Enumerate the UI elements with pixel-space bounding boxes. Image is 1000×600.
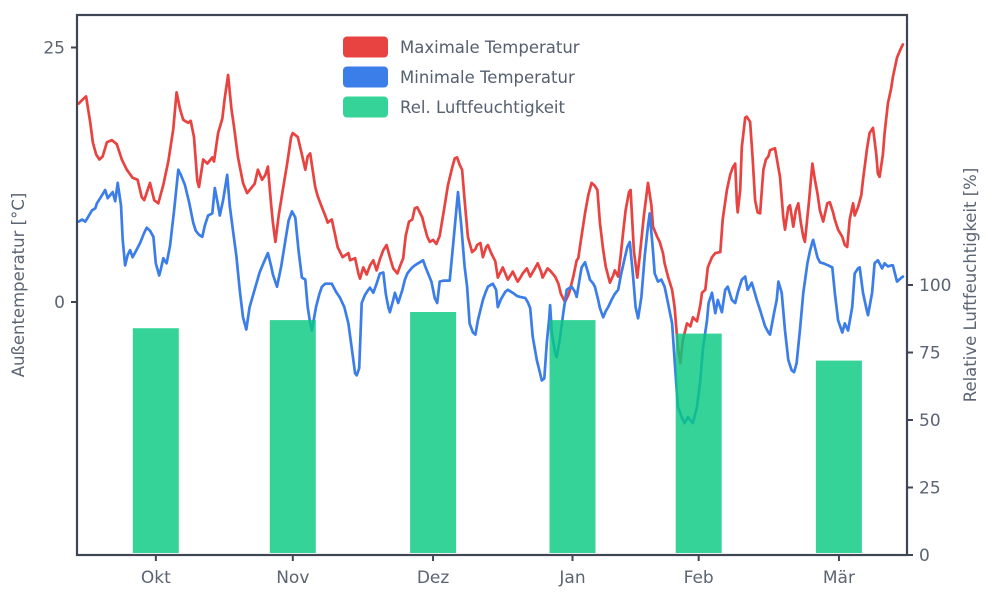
legend: Maximale Temperatur Minimale Temperatur Re… (343, 36, 580, 118)
legend-swatch-3 (343, 96, 388, 118)
legend-swatch-1 (343, 36, 388, 58)
humidity-bar-Dez (410, 312, 457, 553)
legend-label-2: Minimale Temperatur (400, 68, 575, 87)
humidity-bar-Nov (269, 320, 316, 553)
humidity-bar-Mär (815, 360, 862, 553)
min-temperature-line (77, 168, 905, 425)
right-tick-label: 50 (919, 411, 941, 431)
humidity-bars (132, 312, 862, 553)
humidity-bar-Jan (549, 320, 596, 553)
left-axis-title: Außentemperatur [°C] (9, 193, 28, 378)
x-tick-label-Jan: Jan (558, 568, 585, 588)
right-tick-label: 100 (919, 276, 951, 296)
legend-swatch-2 (343, 66, 388, 88)
right-tick-label: 25 (919, 479, 941, 499)
x-tick-label-Okt: Okt (141, 568, 171, 588)
max-temperature-line (77, 43, 905, 365)
right-axis-title: Relative Luftfeuchtigkeit [%] (961, 168, 980, 403)
right-tick-label: 0 (919, 546, 930, 566)
legend-label-3: Rel. Luftfeuchtigkeit (400, 98, 565, 117)
plot-border (75, 13, 909, 557)
x-tick-label-Feb: Feb (684, 568, 714, 588)
x-tick-label-Dez: Dez (417, 568, 450, 588)
axes-layer: 0 25 0 25 50 75 100 Okt Nov Dez Jan Feb Mär Außentemp… (9, 39, 980, 589)
humidity-bar-Feb (675, 333, 722, 553)
left-tick-label: 25 (43, 39, 65, 59)
legend-label-1: Maximale Temperatur (400, 38, 580, 57)
x-tick-label-Nov: Nov (276, 568, 309, 588)
right-tick-label: 75 (919, 344, 941, 364)
x-tick-label-Mär: Mär (823, 568, 855, 588)
series-layer (77, 43, 905, 425)
left-tick-label: 0 (54, 293, 65, 313)
humidity-bar-Okt (132, 328, 179, 553)
